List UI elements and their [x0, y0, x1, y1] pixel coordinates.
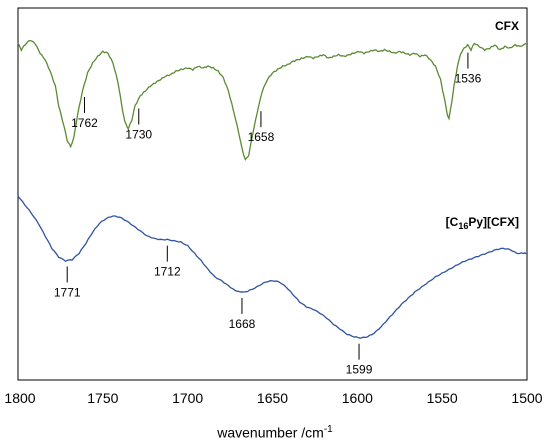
x-tick-label-1500: 1500 [511, 390, 542, 406]
x-tick-label-1750: 1750 [87, 390, 118, 406]
peak-label-1771: 1771 [54, 285, 81, 299]
peak-label-1712: 1712 [154, 265, 181, 279]
peak-label-1658: 1658 [248, 130, 275, 144]
x-tick-label-1800: 1800 [4, 390, 35, 406]
peak-label-1762: 1762 [71, 116, 98, 130]
x-axis-title: wavenumber /cm-1 [0, 424, 550, 441]
peak-label-1599: 1599 [346, 363, 373, 377]
series-line-0 [17, 39, 528, 161]
peak-label-1730: 1730 [125, 127, 152, 141]
series-line-1 [17, 195, 528, 339]
series-label-1: [C16Py][CFX] [446, 215, 519, 231]
peak-label-1536: 1536 [455, 72, 482, 86]
x-axis-title-text: wavenumber /cm [217, 424, 324, 441]
x-tick-label-1650: 1650 [257, 390, 288, 406]
x-tick-label-1550: 1550 [427, 390, 458, 406]
peak-label-1668: 1668 [229, 317, 256, 331]
plot-frame [17, 7, 528, 381]
x-axis-title-unit-exponent: -1 [323, 424, 333, 435]
series-label-0: CFX [495, 19, 519, 33]
x-tick-label-1600: 1600 [342, 390, 373, 406]
x-tick-label-1700: 1700 [172, 390, 203, 406]
